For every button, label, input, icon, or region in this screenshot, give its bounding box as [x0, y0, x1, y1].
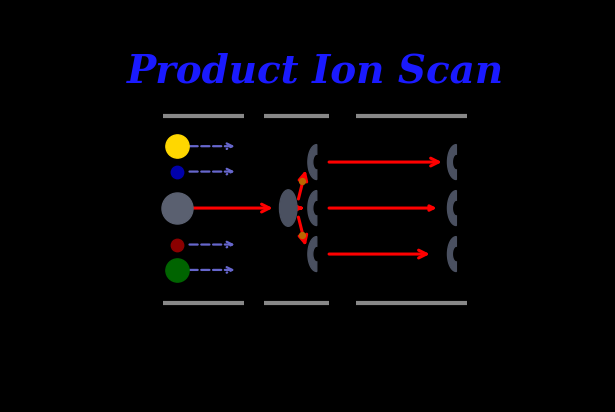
Point — [298, 178, 308, 185]
Polygon shape — [308, 145, 317, 180]
Point — [172, 241, 182, 248]
Point — [172, 205, 182, 211]
Point — [172, 143, 182, 150]
Ellipse shape — [279, 190, 297, 226]
Point — [172, 168, 182, 175]
Polygon shape — [308, 236, 317, 272]
Text: Product Ion Scan: Product Ion Scan — [127, 53, 504, 91]
Polygon shape — [448, 191, 456, 225]
Point — [298, 232, 308, 238]
Polygon shape — [448, 145, 456, 180]
Point — [172, 267, 182, 273]
Polygon shape — [448, 236, 456, 272]
Polygon shape — [308, 191, 317, 225]
